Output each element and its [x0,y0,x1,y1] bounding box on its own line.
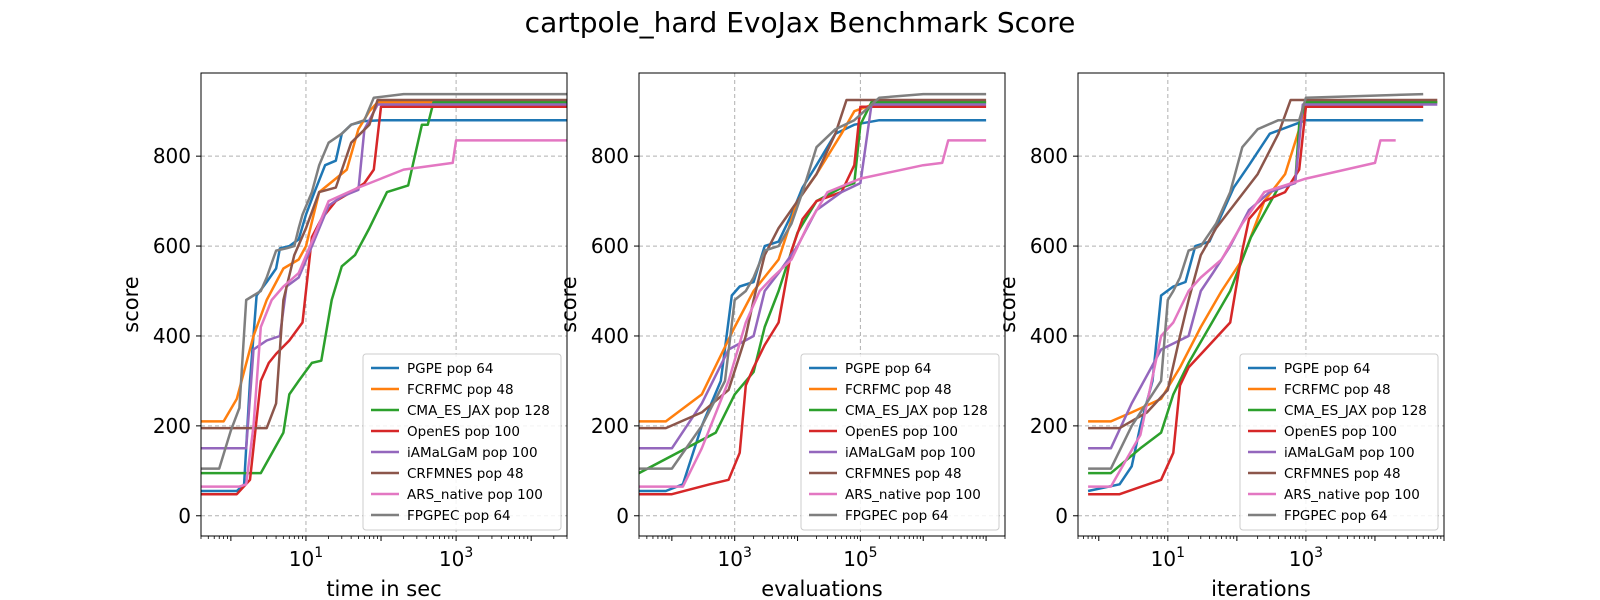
legend-entry: CRFMNES pop 48 [407,466,524,482]
y-tick-label: 200 [153,414,191,438]
figure-title: cartpole_hard EvoJax Benchmark Score [524,6,1076,39]
x-tick-label: 101 [1151,545,1185,571]
legend: PGPE pop 64 FCRFMC pop 48 CMA_ES_JAX pop 1… [362,353,562,531]
x-axis-label: iterations [1211,577,1311,600]
series-line [201,103,567,450]
plot-frame [200,72,568,537]
legend: PGPE pop 64 FCRFMC pop 48 CMA_ES_JAX pop 1… [800,353,1000,531]
legend-entry: CRFMNES pop 48 [1284,466,1401,482]
series-line [1088,139,1396,488]
series-line [201,98,567,430]
x-tick-label: 105 [843,545,877,571]
y-tick-label: 800 [1030,144,1068,168]
series-line [201,139,567,488]
legend-entry: FCRFMC pop 48 [845,382,952,398]
legend-entry: FPGPEC pop 64 [1284,508,1388,524]
legend-entry: OpenES pop 100 [1284,424,1397,440]
subplot-1: 0 200 400 600 800 101 103 time in sec score PGPE … [119,72,568,600]
y-tick-label: 400 [1030,324,1068,348]
legend-entry: FPGPEC pop 64 [407,508,511,524]
y-tick-label: 600 [1030,234,1068,258]
series-line [639,118,987,493]
series-line [1087,118,1424,493]
y-axis-label: score [119,276,143,332]
plot-frame [638,72,1006,537]
legend-entry: iAMaLGaM pop 100 [1284,445,1415,461]
legend-entry: ARS_native pop 100 [1284,487,1420,503]
x-axis-label: evaluations [761,577,882,600]
legend-entry: CRFMNES pop 48 [845,466,962,482]
y-tick-label: 600 [591,234,629,258]
y-axis-label: score [996,276,1020,332]
x-axis-label: time in sec [326,577,441,600]
legend-box [800,353,1000,531]
plot-frame [1077,72,1445,537]
y-tick-label: 200 [591,414,629,438]
subplot-2: 0 200 400 600 800 103 105 evaluations score PGPE … [557,72,1006,600]
legend-entry: FCRFMC pop 48 [407,382,514,398]
legend-entry: PGPE pop 64 [1284,361,1370,377]
y-tick-label: 400 [153,324,191,348]
series-line [639,92,987,470]
legend-entry: FCRFMC pop 48 [1284,382,1391,398]
series-line [201,100,567,475]
legend-entry: CMA_ES_JAX pop 128 [407,403,550,419]
series-group [1087,92,1438,496]
subplot-3: 0 200 400 600 800 101 103 iterations score PGPE p… [996,72,1445,600]
y-tick-label: 0 [616,504,629,528]
y-tick-label: 800 [591,144,629,168]
x-tick-label: 103 [718,545,752,571]
legend-entry: PGPE pop 64 [845,361,931,377]
series-line [1088,105,1424,496]
series-line [1088,98,1438,430]
legend-entry: OpenES pop 100 [407,424,520,440]
x-tick-label: 103 [1289,545,1323,571]
series-line [639,98,987,430]
legend-box [1239,353,1439,531]
y-tick-label: 0 [1055,504,1068,528]
y-tick-label: 200 [1030,414,1068,438]
series-group [201,92,567,496]
series-group [639,92,987,496]
legend-entry: ARS_native pop 100 [845,487,981,503]
series-line [201,92,567,470]
series-line [639,139,987,488]
legend-entry: iAMaLGaM pop 100 [407,445,538,461]
series-line [201,105,567,496]
y-tick-label: 0 [178,504,191,528]
legend-entry: FPGPEC pop 64 [845,508,949,524]
x-tick-label: 103 [439,545,473,571]
y-tick-label: 400 [591,324,629,348]
legend-box [362,353,562,531]
legend-entry: CMA_ES_JAX pop 128 [1284,403,1427,419]
y-tick-label: 800 [153,144,191,168]
legend-entry: OpenES pop 100 [845,424,958,440]
series-line [1088,92,1424,470]
series-line [639,105,987,496]
legend-entry: PGPE pop 64 [407,361,493,377]
y-tick-label: 600 [153,234,191,258]
y-axis-label: score [557,276,581,332]
legend-entry: ARS_native pop 100 [407,487,543,503]
x-tick-label: 101 [289,545,323,571]
series-line [1088,100,1438,475]
legend: PGPE pop 64 FCRFMC pop 48 CMA_ES_JAX pop 1… [1239,353,1439,531]
legend-entry: iAMaLGaM pop 100 [845,445,976,461]
legend-entry: CMA_ES_JAX pop 128 [845,403,988,419]
